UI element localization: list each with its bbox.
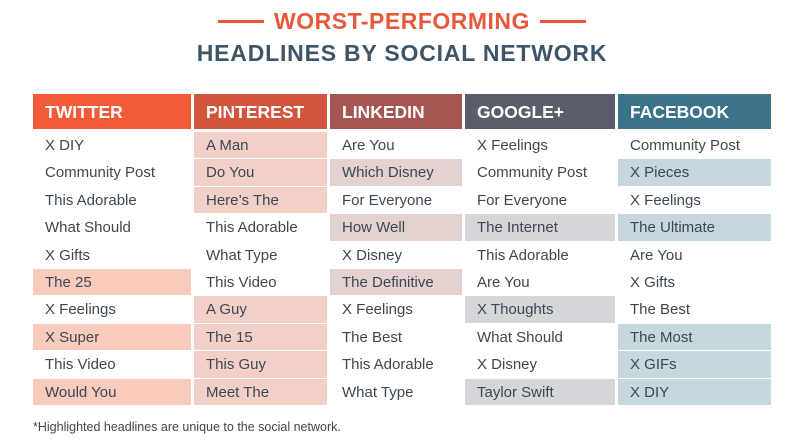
table-cell-highlighted: The Most	[618, 323, 771, 352]
table-cell: This Adorable	[465, 242, 615, 269]
table-column: LINKEDIN Are You Which Disney For Everyone H…	[330, 94, 462, 406]
column-body: X Feelings Community Post For Everyone The …	[465, 132, 615, 406]
table-cell-highlighted: X Thoughts	[465, 296, 615, 324]
table-cell-highlighted: How Well	[330, 214, 462, 242]
table-column: TWITTER X DIY Community Post This Adorable W…	[33, 94, 191, 406]
title-rule-right	[539, 19, 586, 23]
table-cell-highlighted: Which Disney	[330, 159, 462, 187]
table-cell: X Feelings	[465, 132, 615, 160]
column-body: A Man Do You Here’s The This Adorable What T…	[194, 132, 327, 406]
table-cell: This Video	[33, 351, 191, 379]
table-cell: X Feelings	[330, 296, 462, 324]
title-line-1: WORST-PERFORMING	[0, 6, 804, 36]
column-body: Community Post X Pieces X Feelings The Ulti…	[618, 132, 771, 406]
table-cell-highlighted: Do You	[194, 159, 327, 187]
table-cell-highlighted: A Man	[194, 132, 327, 160]
table-cell: For Everyone	[330, 187, 462, 215]
table-cell: X Disney	[465, 351, 615, 379]
table-cell: What Should	[465, 324, 615, 352]
column-body: Are You Which Disney For Everyone How Well X…	[330, 132, 462, 406]
column-header: PINTEREST	[194, 94, 327, 129]
title-primary: WORST-PERFORMING	[274, 7, 530, 34]
title-rule-left	[218, 19, 265, 23]
table-cell-highlighted: This Guy	[194, 351, 327, 379]
table-column: GOOGLE+ X Feelings Community Post For Every…	[465, 94, 615, 406]
column-header: LINKEDIN	[330, 94, 462, 129]
table-cell-highlighted: A Guy	[194, 296, 327, 324]
column-header: FACEBOOK	[618, 94, 771, 129]
table-column: PINTEREST A Man Do You Here’s The This Adora…	[194, 94, 327, 406]
table-cell: Are You	[330, 132, 462, 160]
footnote: *Highlighted headlines are unique to the…	[33, 420, 341, 434]
table-cell: X Gifts	[33, 242, 191, 269]
table-cell: The Best	[330, 324, 462, 352]
table-cell: Community Post	[618, 132, 771, 160]
table-cell-highlighted: The Ultimate	[618, 214, 771, 242]
table-cell-highlighted: The 15	[194, 323, 327, 352]
table-cell: For Everyone	[465, 187, 615, 215]
table-cell: X Gifts	[618, 269, 771, 297]
table-cell: Community Post	[33, 159, 191, 187]
table-cell-highlighted: Taylor Swift	[465, 378, 615, 406]
table-cell-highlighted: Here’s The	[194, 186, 327, 215]
chart-title: WORST-PERFORMING HEADLINES BY SOCIAL NET…	[0, 6, 804, 67]
table-cell-highlighted: The Internet	[465, 214, 615, 242]
table-cell: Are You	[618, 242, 771, 269]
table-column: FACEBOOK Community Post X Pieces X Feelings…	[618, 94, 771, 406]
table-cell: This Adorable	[33, 187, 191, 215]
table-cell: Community Post	[465, 159, 615, 187]
table-cell-highlighted: The 25	[33, 268, 191, 297]
table-cell: What Type	[330, 379, 462, 406]
table-cell: This Video	[194, 269, 327, 297]
table-cell: X Feelings	[33, 296, 191, 324]
table-cell: This Adorable	[194, 214, 327, 242]
table-cell: What Should	[33, 214, 191, 242]
table-cell-highlighted: X GIFs	[618, 351, 771, 379]
table-cell-highlighted: X Pieces	[618, 159, 771, 187]
table-cell: Are You	[465, 269, 615, 297]
table-cell: X Feelings	[618, 187, 771, 215]
table-cell: What Type	[194, 242, 327, 269]
column-body: X DIY Community Post This Adorable What Sho…	[33, 132, 191, 406]
column-header: GOOGLE+	[465, 94, 615, 129]
title-secondary: HEADLINES BY SOCIAL NETWORK	[196, 40, 608, 66]
table-cell-highlighted: Would You	[33, 378, 191, 406]
table-cell: The Best	[618, 296, 771, 324]
headlines-table: TWITTER X DIY Community Post This Adorable W…	[33, 94, 771, 406]
table-cell-highlighted: X Super	[33, 323, 191, 352]
table-cell: This Adorable	[330, 351, 462, 379]
column-header: TWITTER	[33, 94, 191, 129]
table-cell-highlighted: X DIY	[618, 378, 771, 406]
table-cell: X DIY	[33, 132, 191, 160]
table-cell: X Disney	[330, 242, 462, 269]
table-cell-highlighted: Meet The	[194, 378, 327, 406]
table-cell-highlighted: The Definitive	[330, 268, 462, 297]
